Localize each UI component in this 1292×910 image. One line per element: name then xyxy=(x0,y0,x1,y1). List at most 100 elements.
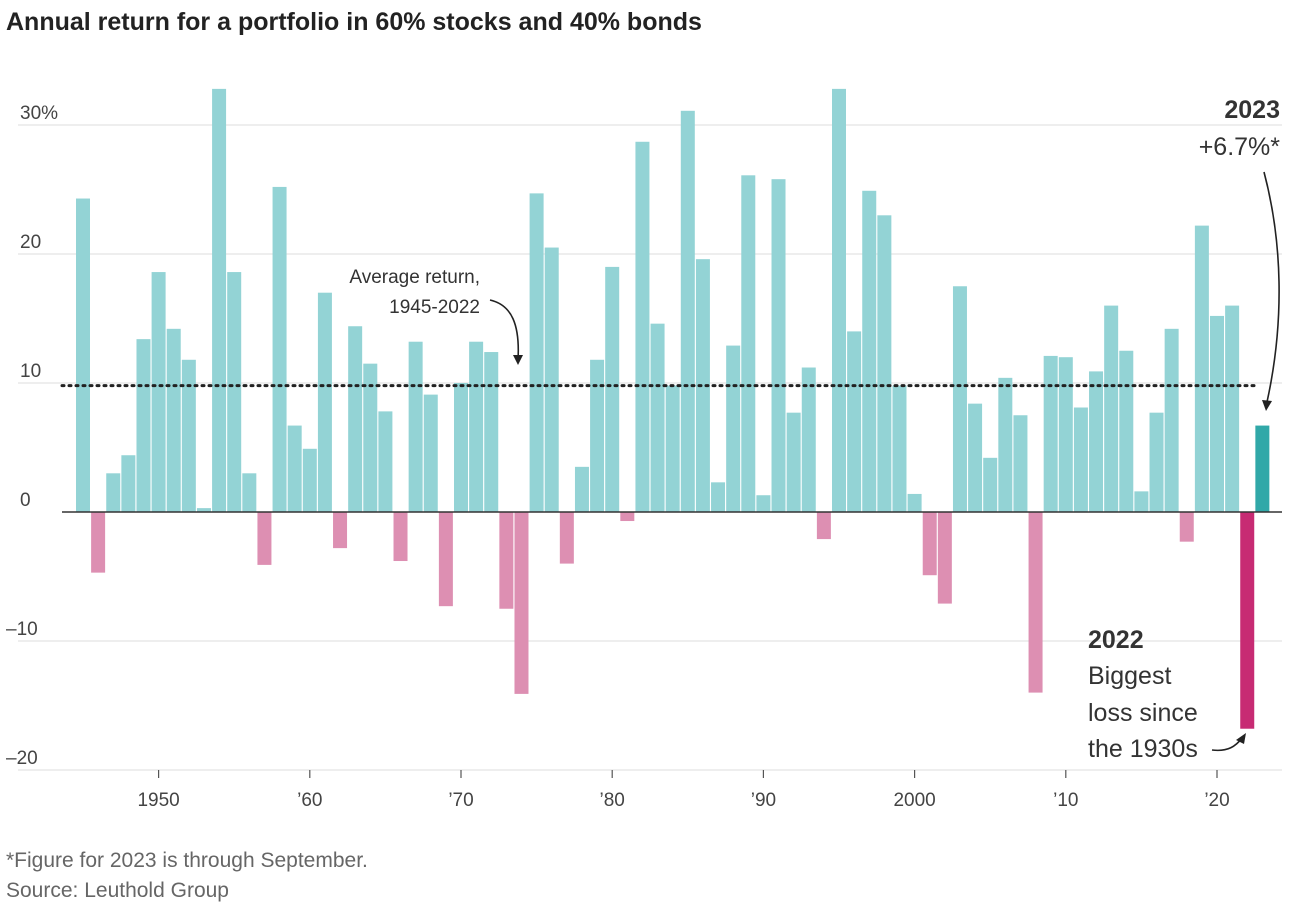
bars xyxy=(76,88,1270,729)
bar-2007 xyxy=(1013,415,1028,512)
bar-1950 xyxy=(151,272,166,512)
bar-2022 xyxy=(1240,512,1255,729)
bar-2010 xyxy=(1058,357,1073,512)
average-annotation-arrowhead xyxy=(513,355,523,365)
bar-1973 xyxy=(499,512,514,609)
bar-1976 xyxy=(544,247,559,513)
callout-2023-year: 2023 xyxy=(1224,96,1280,124)
bar-1961 xyxy=(317,292,332,512)
chart-title: Annual return for a portfolio in 60% sto… xyxy=(6,8,702,36)
y-tick-label: –20 xyxy=(6,748,38,769)
footnote: *Figure for 2023 is through September. xyxy=(6,849,368,872)
bar-2001 xyxy=(922,512,937,576)
x-axis-tick-labels: 1950 ’60 ’70 ’80 ’90 2000 ’10 ’20 xyxy=(18,769,1282,811)
callout-2023-arrowhead xyxy=(1262,400,1272,411)
bar-1960 xyxy=(302,448,317,512)
bar-1997 xyxy=(862,190,877,513)
bar-1963 xyxy=(348,326,363,512)
bar-1957 xyxy=(257,512,272,565)
bar-2023 xyxy=(1255,425,1270,512)
bar-1984 xyxy=(665,385,680,512)
y-tick-label: 20 xyxy=(20,232,41,253)
bar-1980 xyxy=(605,266,620,512)
average-annotation-line2: 1945-2022 xyxy=(389,297,480,318)
bar-1953 xyxy=(196,508,211,512)
bar-2018 xyxy=(1179,512,1194,542)
x-tick-label: 2000 xyxy=(893,790,935,811)
bar-1992 xyxy=(786,412,801,512)
bar-1971 xyxy=(469,341,484,512)
bar-2017 xyxy=(1164,328,1179,512)
bar-1964 xyxy=(363,363,378,512)
bar-1951 xyxy=(166,328,181,512)
bar-1975 xyxy=(529,193,544,512)
y-tick-label: –10 xyxy=(6,619,38,640)
x-tick-label: ’90 xyxy=(751,790,776,811)
bar-1979 xyxy=(590,359,605,512)
bar-2003 xyxy=(952,286,967,512)
bar-1982 xyxy=(635,141,650,512)
bar-2008 xyxy=(1028,512,1043,693)
callout-2023-value: +6.7%* xyxy=(1199,133,1281,161)
bar-1954 xyxy=(212,88,227,512)
bar-1946 xyxy=(91,512,106,573)
callout-2022-arrowhead xyxy=(1236,733,1246,744)
bar-1990 xyxy=(756,495,771,512)
bar-2020 xyxy=(1210,315,1224,512)
bar-2021 xyxy=(1225,305,1240,512)
bar-1956 xyxy=(242,473,257,512)
bar-1966 xyxy=(393,512,408,562)
bar-2011 xyxy=(1073,407,1088,512)
bar-1999 xyxy=(892,385,907,512)
x-tick-label: 1950 xyxy=(137,790,179,811)
bar-1972 xyxy=(484,352,499,512)
bar-1993 xyxy=(801,367,816,512)
bar-1958 xyxy=(272,186,287,513)
bar-1985 xyxy=(680,110,695,512)
bar-1977 xyxy=(559,512,574,564)
x-tick-label: ’80 xyxy=(600,790,625,811)
bar-1948 xyxy=(121,455,136,512)
bar-2014 xyxy=(1119,350,1134,512)
y-tick-label: 10 xyxy=(20,361,41,382)
callout-2022-line1: Biggest xyxy=(1088,662,1171,690)
y-axis-tick-labels: –20 –10 0 10 20 30% xyxy=(6,103,58,769)
bar-1981 xyxy=(620,512,635,522)
bar-1962 xyxy=(333,512,348,549)
bar-1974 xyxy=(514,512,529,694)
bar-1996 xyxy=(847,331,862,512)
bar-2013 xyxy=(1104,305,1119,512)
bar-2019 xyxy=(1194,225,1209,512)
bar-1965 xyxy=(378,411,393,512)
x-tick-label: ’60 xyxy=(297,790,322,811)
bar-2000 xyxy=(907,493,922,512)
bar-2005 xyxy=(983,457,998,512)
bar-2002 xyxy=(937,512,952,604)
y-tick-label: 30% xyxy=(20,103,58,124)
y-tick-label: 0 xyxy=(20,490,31,511)
bar-1998 xyxy=(877,215,892,513)
bar-2009 xyxy=(1043,355,1058,512)
bar-1978 xyxy=(574,466,589,512)
callout-2022-year: 2022 xyxy=(1088,626,1144,654)
bar-1991 xyxy=(771,179,786,512)
bar-1959 xyxy=(287,425,302,512)
bar-1987 xyxy=(711,482,726,512)
bar-2004 xyxy=(968,403,983,512)
x-tick-label: ’20 xyxy=(1204,790,1229,811)
callout-2022-line3: the 1930s xyxy=(1088,735,1198,763)
bar-2012 xyxy=(1089,371,1104,512)
bar-1945 xyxy=(76,198,90,512)
callout-2023-arrow xyxy=(1263,171,1280,403)
callout-2022-line2: loss since xyxy=(1088,699,1198,727)
x-tick-label: ’70 xyxy=(448,790,473,811)
average-annotation-line1: Average return, xyxy=(349,267,480,288)
bar-2016 xyxy=(1149,412,1164,512)
bar-1988 xyxy=(726,345,741,512)
bar-1995 xyxy=(832,88,846,512)
bar-2006 xyxy=(998,377,1013,512)
bar-2015 xyxy=(1134,491,1149,512)
bar-1970 xyxy=(454,383,468,512)
average-annotation-arrow xyxy=(489,299,520,361)
